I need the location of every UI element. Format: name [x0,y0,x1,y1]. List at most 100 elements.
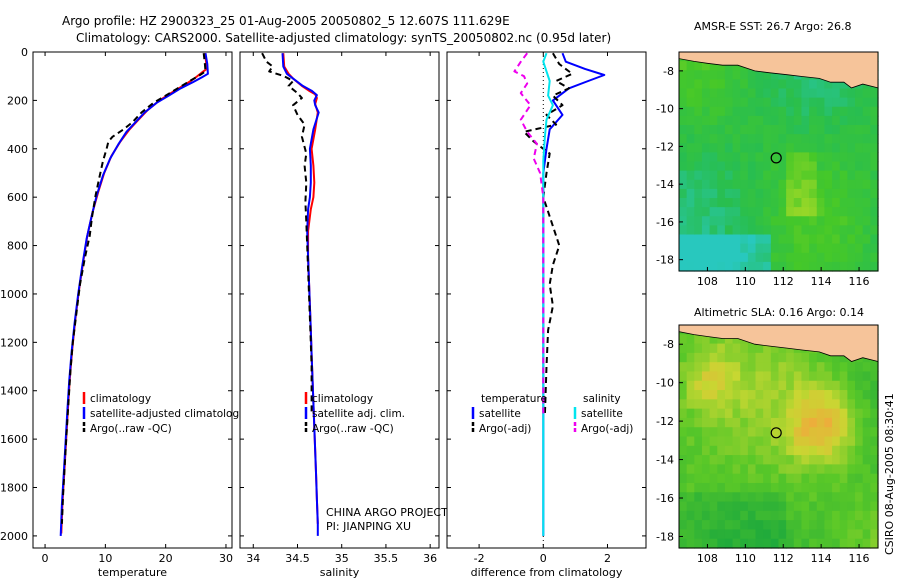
map-cell [709,252,718,263]
map-cell [862,125,871,135]
map-cell [832,143,841,153]
map-cell [709,198,718,208]
map-cell [839,97,848,108]
map-cell [847,152,856,163]
map-cell [793,445,803,456]
map-cell [740,97,749,108]
temperature-legend-label: satellite-adjusted climatology [90,408,245,420]
map-cell [740,79,749,90]
map-cell [686,179,695,190]
map-cell [809,352,818,363]
map-cell [717,243,726,254]
map-cell [832,520,841,531]
map-cell [747,520,757,531]
map-cell [740,417,749,428]
map-cell [870,390,879,400]
map-cell [717,252,726,263]
map-cell [709,455,718,465]
map-cell [824,161,833,172]
map-cell [686,70,695,80]
map-cell [870,188,879,199]
map-cell [770,207,780,217]
map-cell [732,538,741,549]
temperature-series-argo-raw-qc- [60,53,207,524]
map-cell [724,510,734,521]
map-cell [747,125,757,135]
map-cell [717,399,726,410]
map-cell [740,482,749,493]
map-cell [816,427,826,438]
map-cell [847,501,856,512]
map-cell [763,380,772,391]
map-cell [832,482,841,493]
map-cell [701,380,711,391]
map-cell [717,520,726,531]
map-cell [686,380,695,391]
map-xtick-label: 114 [811,552,832,565]
map-cell [855,520,864,531]
map-cell [747,161,757,172]
map-cell [778,161,787,172]
map-cell [793,482,803,493]
map-cell [824,152,833,163]
map-cell [770,70,780,80]
map-cell [778,252,787,263]
map-cell [839,427,848,438]
map-cell [816,520,826,531]
map-cell [862,234,871,245]
difference-legend-label: satellite [479,408,521,420]
map-cell [809,179,818,190]
map-cell [686,161,695,172]
map-cell [694,473,703,484]
map-cell [724,207,734,217]
map-cell [855,216,864,226]
map-cell [717,225,726,236]
map-cell [747,390,757,400]
map-cell [694,125,703,135]
map-cell [709,343,718,354]
map-cell [732,134,741,144]
map-cell [740,243,749,254]
map-cell [770,408,780,419]
map-cell [694,170,703,181]
map-cell [686,170,695,181]
map-cell [724,198,734,208]
map-cell [701,261,711,272]
map-cell [786,252,795,263]
map-cell [755,97,764,108]
map-cell [732,371,741,382]
map-cell [870,482,879,493]
map-cell [717,371,726,382]
map-cell [740,436,749,447]
map-cell [855,501,864,512]
map-cell [694,70,703,80]
map-cell [694,455,703,465]
map-cell [778,152,787,163]
map-cell [855,179,864,190]
map-cell [824,510,833,521]
map-cell [870,417,879,428]
map-cell [740,390,749,400]
map-cell [679,125,688,135]
map-cell [679,445,688,456]
map-cell [809,207,818,217]
map-cell [847,417,856,428]
map-cell [793,538,803,549]
map-cell [862,464,871,475]
map-cell [855,188,864,199]
map-cell [763,152,772,163]
map-cell [839,234,848,245]
map-cell [778,106,787,117]
map-cell [724,134,734,144]
map-cell [694,143,703,153]
map-cell [793,216,803,226]
map-cell [847,261,856,272]
map-cell [747,207,757,217]
map-cell [793,492,803,503]
salinity-series-argo-raw-qc- [261,52,313,415]
map-cell [801,179,810,190]
map-cell [786,161,795,172]
map-cell [870,252,879,263]
map-cell [770,501,780,512]
map-cell [786,473,795,484]
